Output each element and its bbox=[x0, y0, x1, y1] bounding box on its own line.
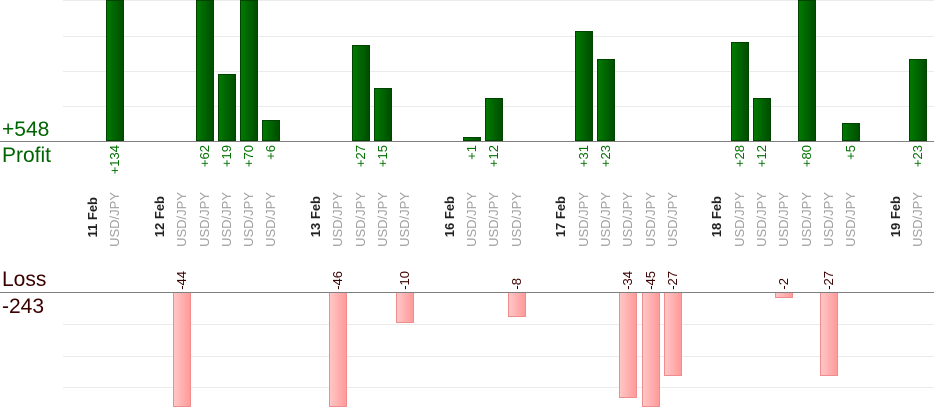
profit-value-label: +12 bbox=[754, 145, 769, 168]
profit-bar bbox=[730, 41, 749, 141]
profit-value-label: +15 bbox=[374, 145, 390, 168]
pair-label: USD/JPY bbox=[664, 192, 680, 247]
pair-label: USD/JPY bbox=[330, 192, 346, 247]
profit-bar bbox=[909, 59, 928, 141]
pair-label: USD/JPY bbox=[575, 192, 591, 247]
profit-bar bbox=[463, 137, 482, 141]
pair-label: USD/JPY bbox=[218, 192, 234, 247]
loss-value-label: -46 bbox=[330, 271, 346, 290]
date-label: 18 Feb bbox=[709, 195, 725, 237]
profit-bar bbox=[195, 0, 214, 141]
profit-value-label: +19 bbox=[218, 145, 234, 168]
loss-gridline bbox=[63, 356, 934, 357]
profit-value-label: +23 bbox=[910, 145, 926, 168]
profit-bar bbox=[596, 59, 615, 141]
loss-value-label: -34 bbox=[620, 271, 636, 290]
pair-label: USD/JPY bbox=[843, 192, 859, 247]
profit-value-label: +31 bbox=[575, 145, 591, 168]
profit-bar bbox=[240, 0, 259, 141]
loss-value-label: -45 bbox=[642, 271, 658, 290]
profit-gridline bbox=[63, 71, 934, 72]
loss-baseline bbox=[0, 292, 934, 293]
loss-bar bbox=[819, 292, 838, 377]
profit-label: Profit bbox=[2, 144, 52, 167]
loss-value-label: -44 bbox=[174, 271, 190, 290]
profit-bar bbox=[106, 0, 125, 141]
profit-bar bbox=[753, 98, 771, 141]
loss-value-label: -10 bbox=[397, 271, 413, 290]
pair-label: USD/JPY bbox=[374, 192, 390, 247]
profit-value-label: +5 bbox=[843, 145, 859, 160]
profit-value-label: +28 bbox=[731, 145, 747, 168]
loss-value-label: -8 bbox=[508, 278, 524, 290]
profit-bar bbox=[485, 98, 504, 141]
profit-gridline bbox=[63, 36, 934, 37]
pair-label: USD/JPY bbox=[508, 192, 524, 247]
profit-bar bbox=[217, 73, 236, 141]
pair-label: USD/JPY bbox=[776, 192, 792, 247]
pair-label: USD/JPY bbox=[464, 192, 480, 247]
pair-label: USD/JPY bbox=[486, 192, 502, 247]
pair-label: USD/JPY bbox=[174, 192, 190, 247]
loss-value-label: -27 bbox=[664, 271, 680, 290]
loss-label: Loss bbox=[2, 268, 47, 291]
loss-bar bbox=[641, 292, 660, 407]
profit-value-label: +134 bbox=[107, 145, 123, 175]
pair-label: USD/JPY bbox=[352, 192, 368, 247]
profit-value-label: +27 bbox=[352, 145, 368, 168]
pair-label: USD/JPY bbox=[731, 192, 747, 247]
pair-label: USD/JPY bbox=[107, 192, 123, 247]
profit-bar bbox=[373, 87, 392, 141]
date-label: 16 Feb bbox=[441, 195, 457, 237]
pair-label: USD/JPY bbox=[597, 192, 613, 247]
loss-gridline bbox=[63, 387, 934, 388]
loss-value-label: -27 bbox=[820, 271, 836, 290]
profit-value-label: +70 bbox=[241, 145, 257, 168]
pair-label: USD/JPY bbox=[241, 192, 257, 247]
date-label: 11 Feb bbox=[85, 196, 100, 237]
loss-bar bbox=[396, 292, 415, 324]
loss-bar bbox=[619, 292, 638, 399]
profit-value-label: +6 bbox=[263, 145, 279, 160]
loss-value-label: -2 bbox=[776, 278, 792, 290]
profit-bar bbox=[842, 123, 861, 141]
pair-label: USD/JPY bbox=[620, 192, 636, 247]
loss-bar bbox=[173, 292, 192, 407]
pair-label: USD/JPY bbox=[263, 192, 279, 247]
pair-label: USD/JPY bbox=[642, 192, 658, 247]
profit-value-label: +62 bbox=[196, 145, 212, 168]
profit-value-label: +12 bbox=[486, 145, 502, 168]
profit-total: +548 bbox=[2, 118, 50, 141]
date-label: 12 Feb bbox=[151, 195, 167, 237]
profit-value-label: +80 bbox=[798, 145, 814, 168]
pair-label: USD/JPY bbox=[820, 192, 836, 247]
date-label: 19 Feb bbox=[887, 195, 903, 237]
profit-bar bbox=[797, 0, 816, 141]
profit-bar bbox=[262, 119, 281, 141]
pair-label: USD/JPY bbox=[196, 192, 212, 247]
loss-gridline bbox=[63, 324, 934, 325]
pair-label: USD/JPY bbox=[397, 192, 413, 247]
profit-bar bbox=[574, 30, 593, 141]
loss-bar bbox=[329, 292, 348, 407]
profit-gridline bbox=[63, 0, 934, 1]
loss-total: -243 bbox=[2, 295, 45, 318]
pair-label: USD/JPY bbox=[754, 192, 769, 247]
profit-value-label: +1 bbox=[464, 145, 480, 160]
loss-bar bbox=[507, 292, 526, 317]
loss-bar bbox=[663, 292, 682, 377]
date-label: 13 Feb bbox=[308, 195, 323, 237]
profit-bar bbox=[351, 45, 370, 141]
profit-baseline bbox=[0, 141, 934, 142]
pair-label: USD/JPY bbox=[798, 192, 814, 247]
profit-value-label: +23 bbox=[597, 145, 613, 168]
date-label: 17 Feb bbox=[553, 195, 569, 237]
pair-label: USD/JPY bbox=[910, 192, 926, 247]
